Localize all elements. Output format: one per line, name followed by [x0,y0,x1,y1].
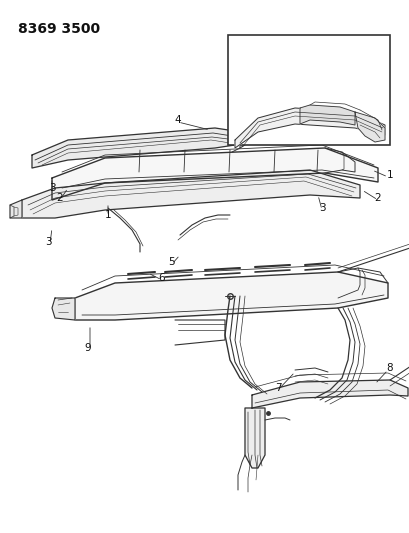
Polygon shape [75,272,387,320]
Text: 2: 2 [56,193,63,203]
Text: 3: 3 [49,183,55,193]
Text: 1: 1 [386,170,392,180]
Text: 1: 1 [104,210,111,220]
Polygon shape [10,200,22,218]
Text: 8: 8 [386,363,392,373]
Text: 5: 5 [168,257,175,267]
Text: 6: 6 [158,273,165,283]
Polygon shape [52,148,377,200]
Text: 3: 3 [318,203,324,213]
Text: 2: 2 [374,193,380,203]
Polygon shape [234,108,384,148]
Polygon shape [299,105,354,125]
Text: 7: 7 [274,383,281,393]
Polygon shape [32,128,247,168]
Polygon shape [22,170,359,218]
Polygon shape [52,298,75,320]
Polygon shape [252,380,407,408]
Text: 9: 9 [85,343,91,353]
Polygon shape [245,408,264,468]
Bar [227,35,389,145]
Text: 4: 4 [174,115,181,125]
Polygon shape [354,112,384,142]
Text: 8369 3500: 8369 3500 [18,22,100,36]
Text: 3: 3 [45,237,51,247]
